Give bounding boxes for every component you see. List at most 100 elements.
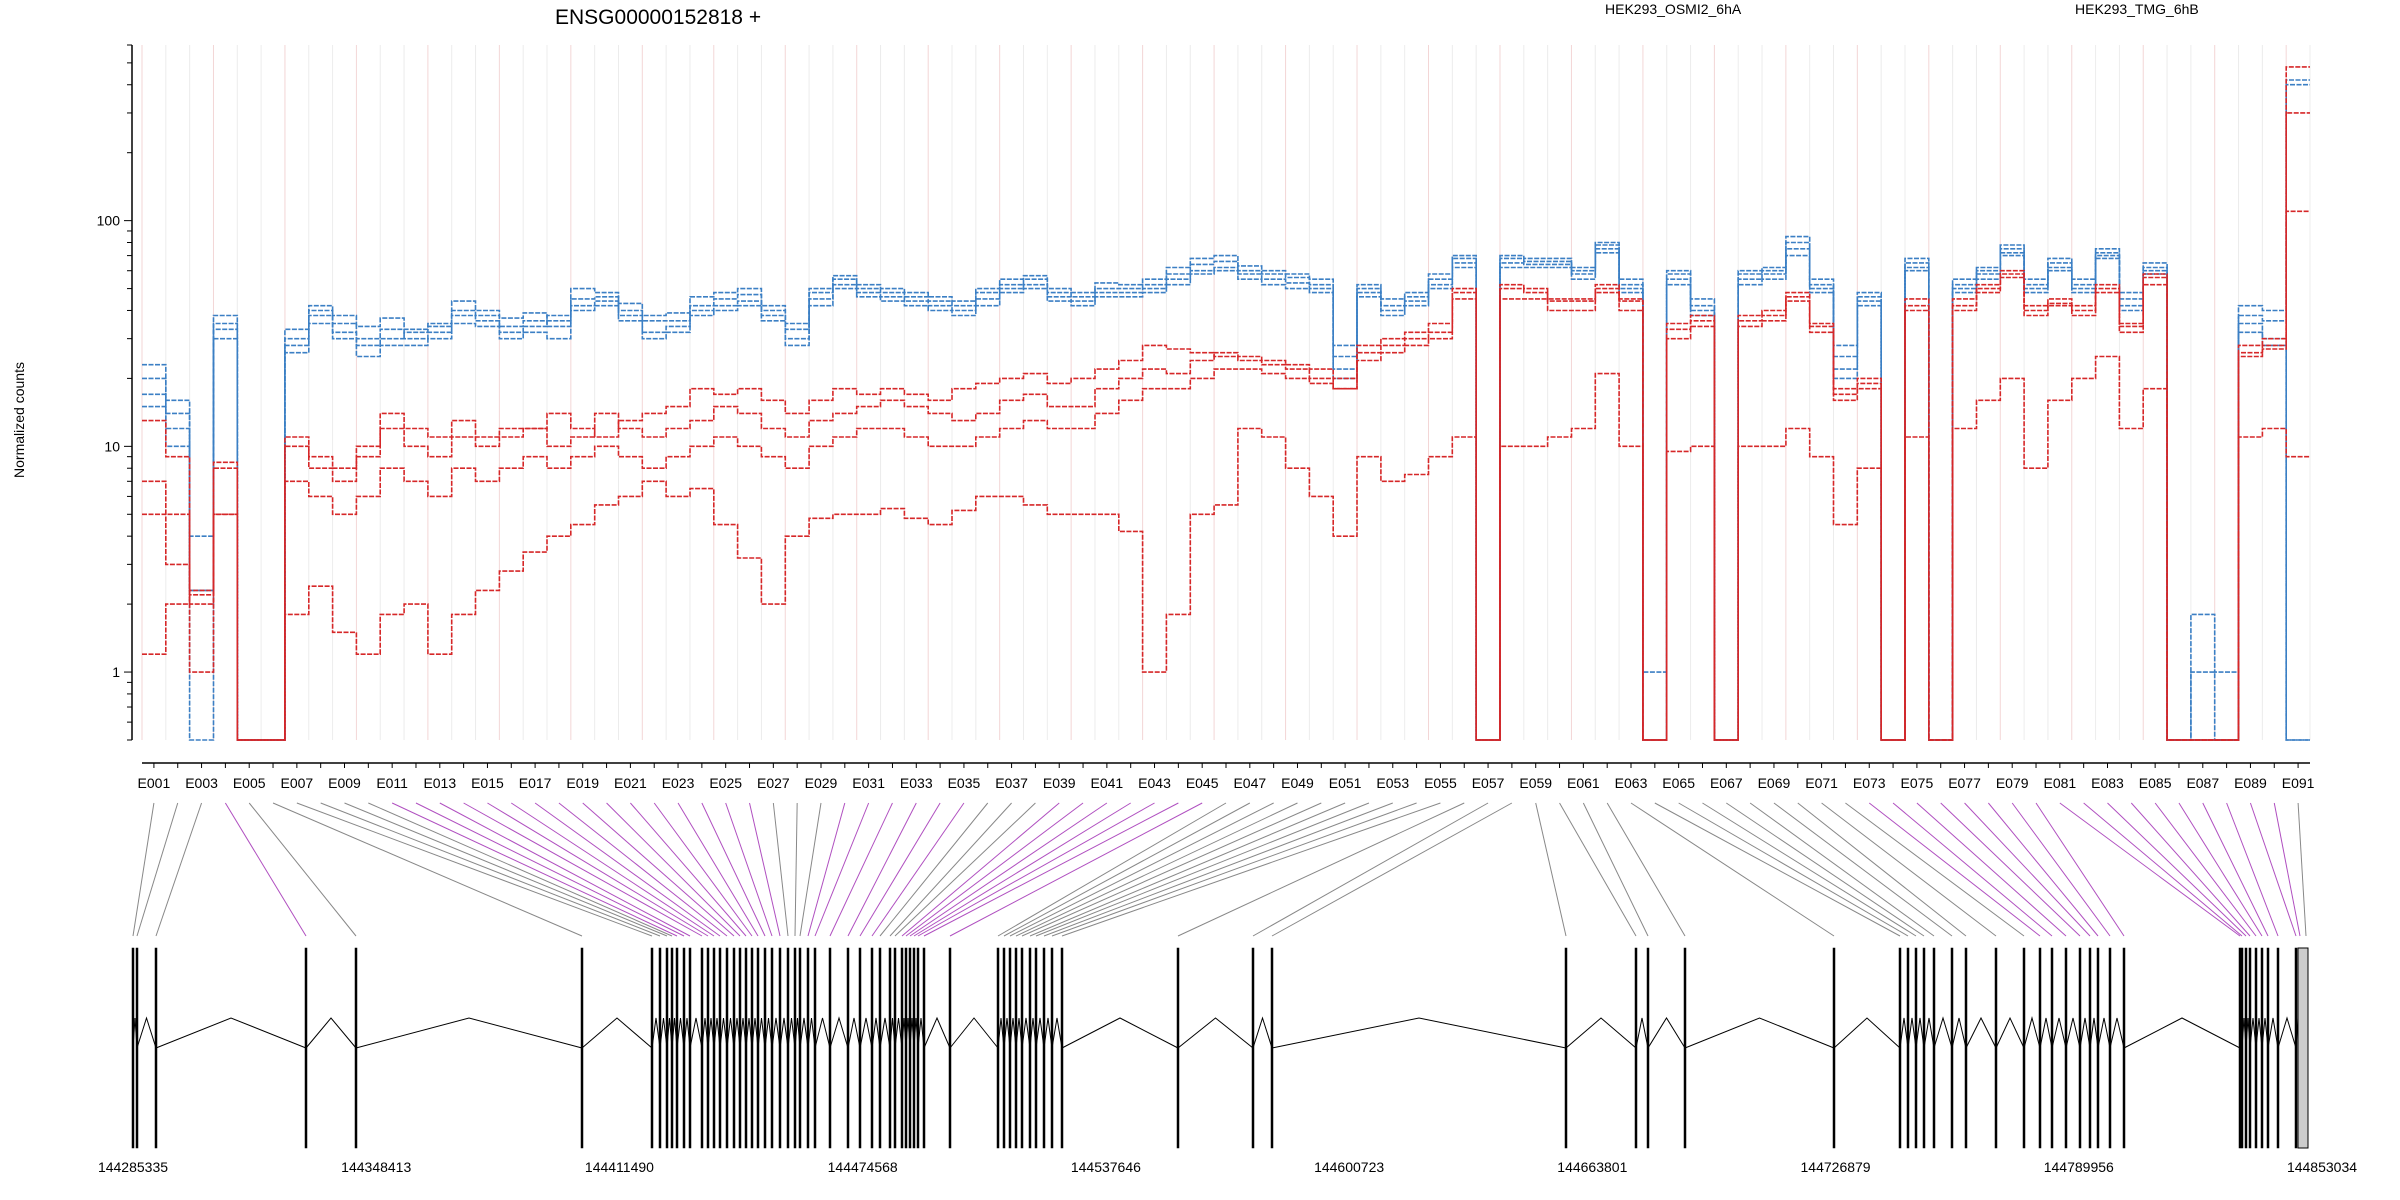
exon-connector	[677, 802, 759, 937]
exon-block	[1898, 947, 1902, 1149]
exon-block	[2038, 947, 2042, 1149]
exon-tick-label: E001	[138, 775, 171, 791]
exon-block	[912, 947, 916, 1149]
intron	[2065, 1017, 2081, 1049]
exon-tick-label: E087	[2186, 775, 2219, 791]
exon-block	[778, 947, 782, 1149]
exon-connector	[829, 802, 893, 937]
series-line-6	[142, 210, 2310, 741]
exon-block	[756, 947, 760, 1149]
exon-connector	[2178, 802, 2263, 937]
exon-tick-label: E083	[2091, 775, 2124, 791]
exon-connector	[1003, 802, 1251, 937]
exon-block	[1634, 947, 1638, 1149]
exon-connector	[1678, 802, 1909, 937]
exon-connector	[2059, 802, 2241, 937]
exon-connector	[807, 802, 846, 937]
exon-connector	[534, 802, 721, 937]
exon-connector	[463, 802, 703, 937]
exon-block	[1950, 947, 1954, 1149]
intron	[136, 1016, 157, 1049]
intron	[1061, 1017, 1179, 1049]
exon-tick-label: E031	[852, 775, 885, 791]
y-tick-label: 10	[104, 438, 120, 454]
exon-connector	[606, 802, 741, 937]
intron	[1995, 1016, 2025, 1049]
genome-coordinate-axis: 144285335 144348413 144411490 144474568 1445…	[98, 1159, 2357, 1175]
genome-coordinate-label: 144789956	[2044, 1159, 2114, 1175]
exon-connector	[1773, 802, 1953, 937]
exon-block	[763, 947, 767, 1149]
exon-connector	[155, 802, 203, 937]
exon-block	[658, 947, 662, 1149]
intron	[651, 1017, 661, 1049]
exon-connector	[1606, 802, 1686, 937]
intron	[1923, 1017, 1935, 1049]
exon-block	[2096, 947, 2100, 1149]
exon-block	[725, 947, 729, 1149]
exon-tick-label: E057	[1472, 775, 1505, 791]
exon-connector	[248, 802, 357, 937]
exon-tick-label: E029	[805, 775, 838, 791]
exon-block	[712, 947, 716, 1149]
exon-block	[948, 947, 952, 1149]
intron	[1635, 1017, 1649, 1049]
exon-connector	[1797, 802, 1967, 937]
exon-connector	[1630, 802, 1835, 937]
exon-connector	[2130, 802, 2251, 937]
exon-connector	[272, 802, 583, 937]
legend-label-tmg: HEK293_TMG_6hB	[2075, 1, 2199, 17]
exon-connector	[913, 802, 1131, 937]
exon-connector	[725, 802, 773, 937]
exon-tick-label: E017	[519, 775, 552, 791]
intron	[771, 1017, 781, 1049]
exon-connector	[889, 802, 1012, 937]
intron	[2079, 1017, 2091, 1049]
exon-connector	[923, 802, 1179, 937]
series-line-7	[142, 112, 2310, 741]
exon-block	[798, 947, 802, 1149]
exon-connector	[2297, 802, 2307, 937]
exon-block	[1683, 947, 1687, 1149]
exon-connector	[1940, 802, 2081, 937]
exon-tick-label: E037	[995, 775, 1028, 791]
exon-connector	[701, 802, 766, 937]
exon-block	[828, 947, 832, 1149]
intron	[1951, 1017, 1967, 1049]
exon-tick-label: E077	[1948, 775, 1981, 791]
exon-block	[675, 947, 679, 1149]
intron	[1035, 1017, 1045, 1049]
exon-block	[1034, 947, 1038, 1149]
exon-block	[650, 947, 654, 1149]
intron	[1933, 1016, 1953, 1049]
exon-tick-label: E003	[185, 775, 218, 791]
exon-block	[858, 947, 862, 1149]
exon-block	[2022, 947, 2026, 1149]
exon-connector	[814, 802, 870, 937]
exon-connector	[1021, 802, 1322, 937]
genome-coordinate-label: 144348413	[341, 1159, 411, 1175]
exon-connector	[1009, 802, 1274, 937]
exon-block	[1002, 947, 1006, 1149]
exon-block	[2244, 947, 2248, 1149]
exon-tick-label: E045	[1186, 775, 1219, 791]
intron	[1684, 1017, 1835, 1049]
intron	[1833, 1017, 1901, 1049]
series-line-2	[142, 83, 2310, 741]
exon-connector	[2154, 802, 2257, 937]
exon-connector	[949, 802, 1203, 937]
intron	[923, 1016, 951, 1049]
exon-block	[1270, 947, 1274, 1149]
exon-connector	[368, 802, 673, 937]
intron	[2023, 1016, 2041, 1049]
intron	[1647, 1017, 1686, 1049]
genome-coordinate-label: 144600723	[1314, 1159, 1384, 1175]
exon-connector	[1559, 802, 1637, 937]
exon-tick-label: E091	[2282, 775, 2315, 791]
exon-tick-label: E043	[1138, 775, 1171, 791]
exon-connector	[1916, 802, 2067, 937]
exon-tick-label: E007	[281, 775, 314, 791]
y-axis: 1 10 100	[97, 44, 133, 741]
exon-block	[131, 947, 135, 1149]
